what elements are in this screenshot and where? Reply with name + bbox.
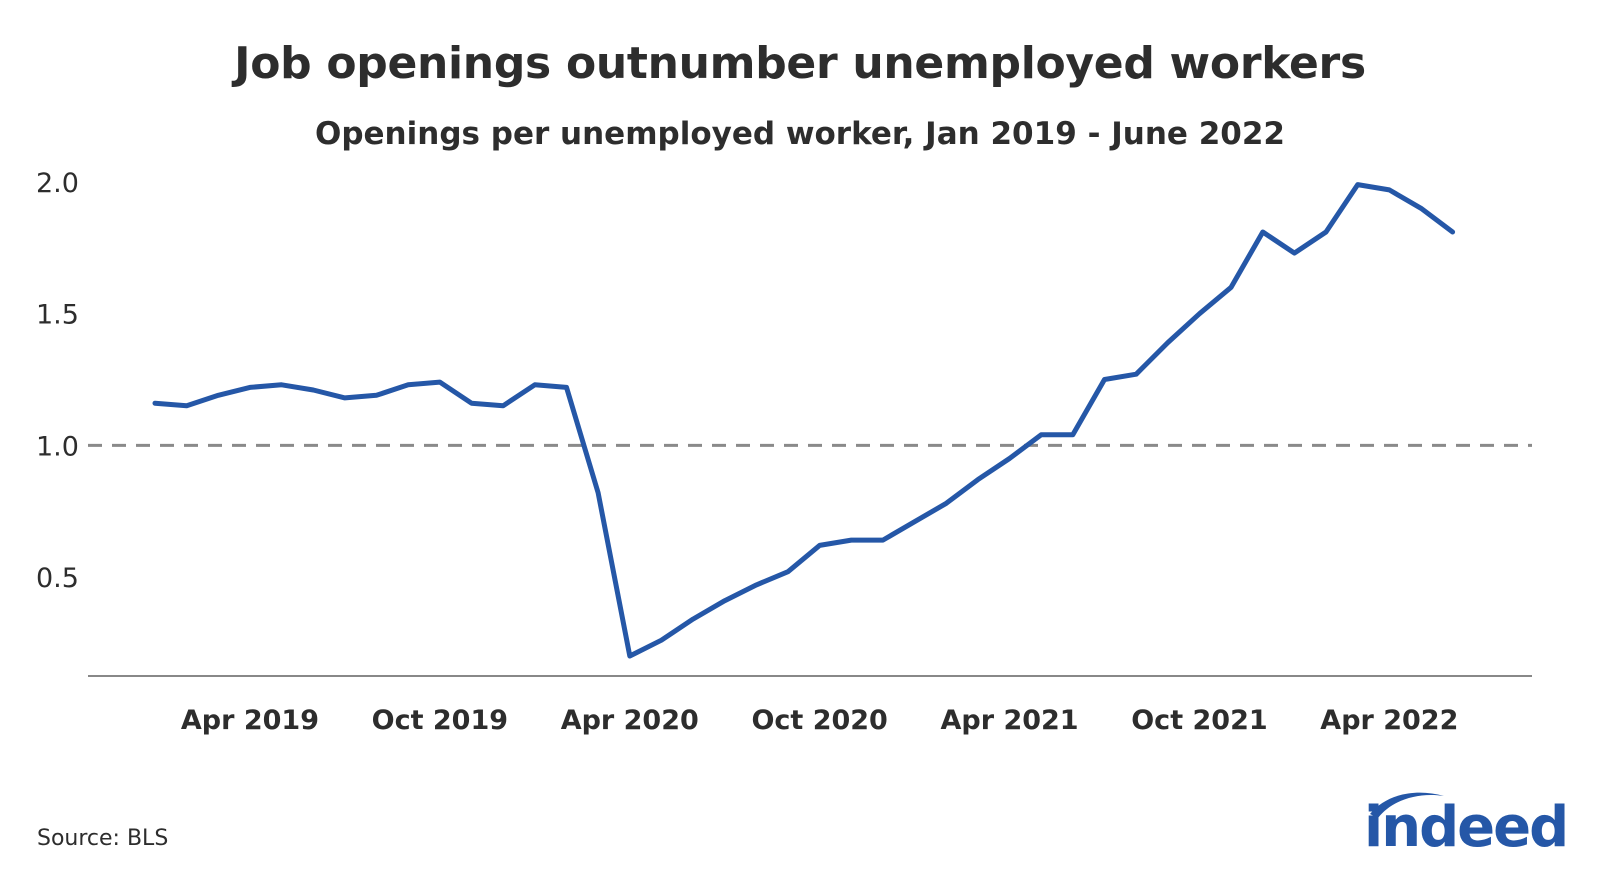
y-tick-label: 1.5 bbox=[36, 300, 79, 331]
y-tick-label: 2.0 bbox=[36, 168, 79, 199]
indeed-logo: indeed bbox=[1366, 792, 1569, 852]
x-tick-label: Apr 2021 bbox=[941, 705, 1079, 736]
series-line bbox=[152, 182, 1456, 659]
y-tick-label: 0.5 bbox=[36, 563, 79, 594]
y-tick-label: 1.0 bbox=[36, 431, 79, 462]
series-group bbox=[152, 182, 1456, 659]
x-tick-label: Apr 2020 bbox=[561, 705, 699, 736]
source-note: Source: BLS bbox=[37, 826, 169, 851]
logo-arc bbox=[1370, 792, 1444, 818]
x-tick-label: Apr 2022 bbox=[1320, 705, 1458, 736]
chart-title: Job openings outnumber unemployed worker… bbox=[234, 38, 1366, 89]
logo-wordmark: indeed bbox=[1366, 795, 1567, 852]
x-axis-ticks: Apr 2019 Oct 2019 Apr 2020 Oct 2020 Apr 2021… bbox=[181, 705, 1458, 736]
y-axis-ticks: 0.5 1.0 1.5 2.0 bbox=[36, 168, 79, 594]
x-tick-label: Oct 2019 bbox=[372, 705, 508, 736]
chart-subtitle: Openings per unemployed worker, Jan 2019… bbox=[314, 116, 1285, 152]
x-tick-label: Oct 2020 bbox=[751, 705, 887, 736]
x-tick-label: Oct 2021 bbox=[1131, 705, 1267, 736]
x-tick-label: Apr 2019 bbox=[181, 705, 319, 736]
